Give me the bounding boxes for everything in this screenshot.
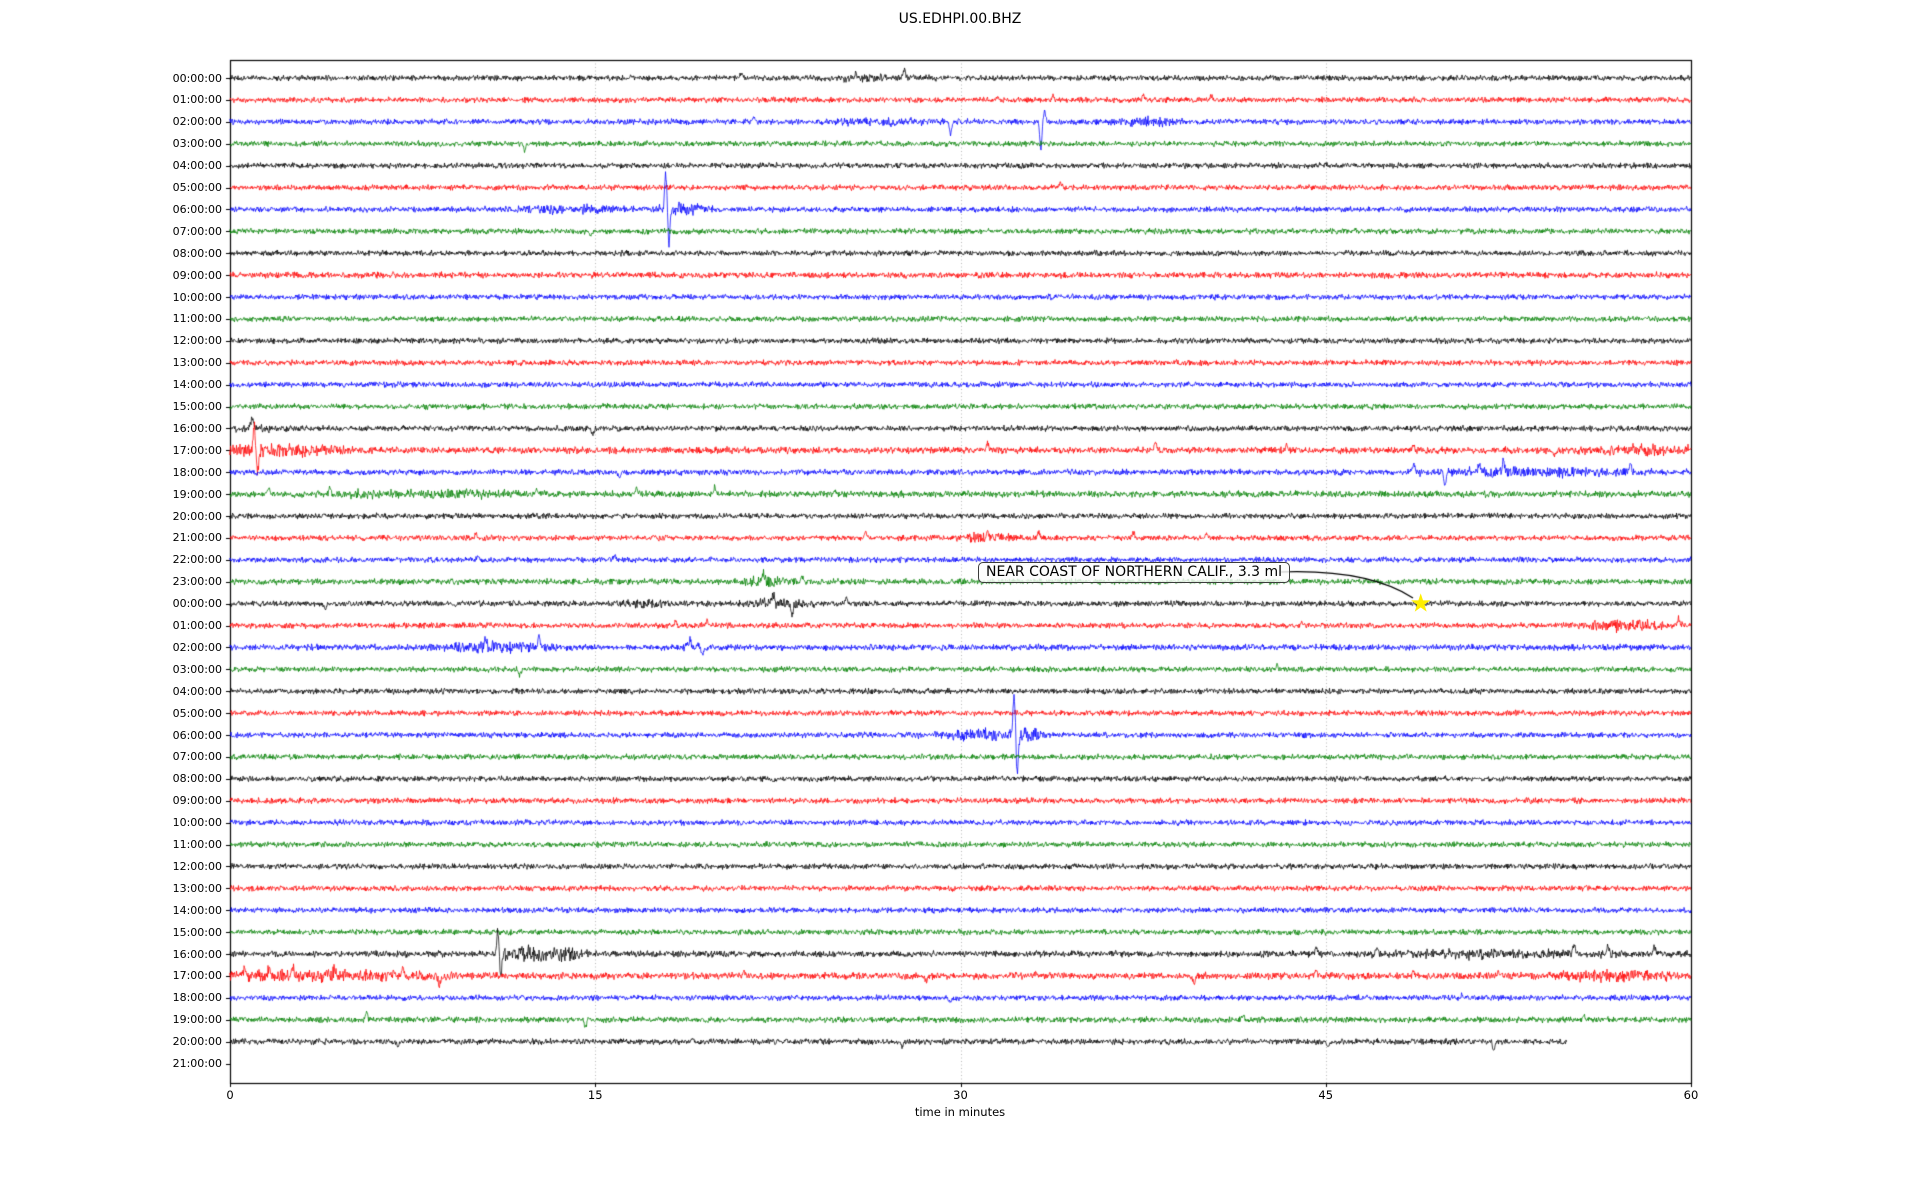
y-tick-label: 06:00:00 bbox=[172, 728, 222, 742]
y-tick-label: 10:00:00 bbox=[172, 290, 222, 304]
y-tick-label: 07:00:00 bbox=[172, 224, 222, 238]
y-tick-label: 19:00:00 bbox=[172, 1013, 222, 1027]
y-tick-label: 15:00:00 bbox=[172, 400, 222, 413]
y-tick-label: 02:00:00 bbox=[172, 640, 222, 654]
y-tick-label: 14:00:00 bbox=[172, 378, 222, 392]
chart-title: US.EDHPI.00.BHZ bbox=[898, 11, 1022, 27]
y-tick-label: 00:00:00 bbox=[172, 71, 222, 85]
y-tick-label: 18:00:00 bbox=[172, 991, 222, 1005]
y-tick-label: 19:00:00 bbox=[172, 487, 222, 501]
y-tick-label: 07:00:00 bbox=[172, 750, 222, 764]
y-tick-label: 18:00:00 bbox=[172, 465, 222, 479]
y-tick-label: 15:00:00 bbox=[172, 925, 222, 939]
y-tick-label: 11:00:00 bbox=[172, 838, 222, 851]
y-tick-label: 09:00:00 bbox=[172, 794, 222, 808]
y-tick-label: 12:00:00 bbox=[172, 859, 222, 873]
y-tick-label: 04:00:00 bbox=[172, 684, 222, 698]
y-tick-label: 16:00:00 bbox=[172, 421, 222, 435]
y-tick-label: 13:00:00 bbox=[172, 356, 222, 370]
y-tick-label: 11:00:00 bbox=[172, 312, 222, 326]
y-tick-label: 04:00:00 bbox=[172, 159, 222, 173]
y-tick-label: 02:00:00 bbox=[172, 115, 222, 129]
y-tick-label: 09:00:00 bbox=[172, 268, 222, 282]
x-tick-label: 45 bbox=[1318, 1088, 1334, 1102]
y-tick-label: 06:00:00 bbox=[172, 202, 222, 216]
y-tick-label: 05:00:00 bbox=[172, 181, 222, 194]
y-tick-label: 23:00:00 bbox=[172, 575, 222, 589]
event-annotation-label: NEAR COAST OF NORTHERN CALIF., 3.3 ml bbox=[978, 562, 1291, 583]
y-tick-label: 20:00:00 bbox=[172, 1035, 222, 1049]
y-tick-label: 21:00:00 bbox=[172, 531, 222, 545]
y-tick-label: 22:00:00 bbox=[172, 553, 222, 567]
y-tick-label: 14:00:00 bbox=[172, 903, 222, 917]
x-tick-label: 0 bbox=[226, 1088, 234, 1102]
y-tick-label: 08:00:00 bbox=[172, 772, 222, 786]
y-tick-label: 12:00:00 bbox=[172, 334, 222, 348]
y-tick-label: 01:00:00 bbox=[172, 93, 222, 107]
y-tick-label: 21:00:00 bbox=[172, 1057, 222, 1070]
y-tick-label: 20:00:00 bbox=[172, 509, 222, 523]
x-tick-label: 60 bbox=[1683, 1088, 1699, 1102]
y-tick-label: 05:00:00 bbox=[172, 706, 222, 720]
x-axis-title: time in minutes bbox=[914, 1105, 1006, 1119]
y-tick-label: 13:00:00 bbox=[172, 881, 222, 895]
y-tick-label: 16:00:00 bbox=[172, 947, 222, 961]
y-tick-label: 10:00:00 bbox=[172, 816, 222, 830]
event-star-icon: ★ bbox=[1409, 588, 1432, 618]
y-tick-label: 17:00:00 bbox=[172, 443, 222, 457]
y-tick-label: 00:00:00 bbox=[172, 597, 222, 611]
y-tick-label: 08:00:00 bbox=[172, 246, 222, 260]
y-tick-label: 01:00:00 bbox=[172, 619, 222, 632]
x-tick-label: 30 bbox=[953, 1088, 968, 1102]
x-tick-label: 15 bbox=[587, 1088, 603, 1102]
y-tick-label: 03:00:00 bbox=[172, 662, 222, 676]
y-tick-label: 03:00:00 bbox=[172, 137, 222, 151]
y-tick-label: 17:00:00 bbox=[172, 969, 222, 983]
